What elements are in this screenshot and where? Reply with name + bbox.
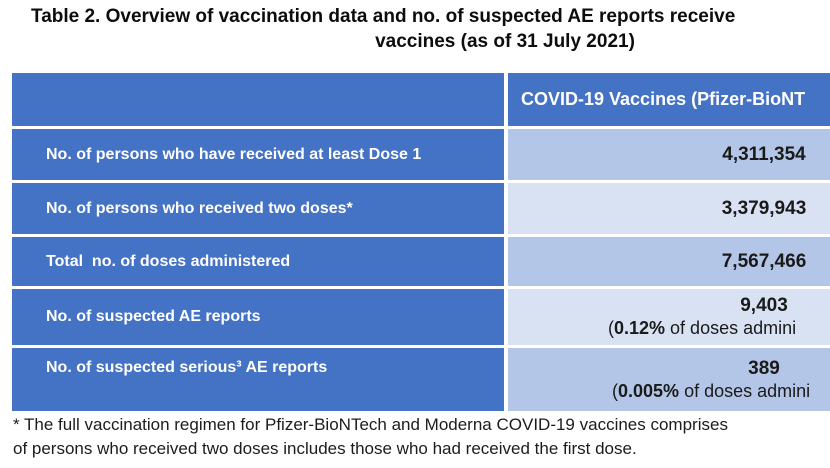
table-row-serious-ae: No. of suspected serious³ AE reports 389…: [12, 348, 830, 411]
row-value: 7,567,466: [721, 250, 807, 272]
row-value: 3,379,943: [721, 197, 807, 219]
vaccination-data-table: COVID-19 Vaccines (Pfizer-BioNT No. of p…: [12, 73, 830, 414]
footnote-line1: * The full vaccination regimen for Pfize…: [13, 415, 728, 434]
table-title-line1: Table 2. Overview of vaccination data an…: [31, 6, 736, 27]
row-value: 4,311,354: [722, 143, 806, 165]
row-label: Total no. of doses administered: [12, 237, 504, 286]
table-row-total-doses: Total no. of doses administered 7,567,46…: [12, 237, 830, 286]
table-row-suspected-ae: No. of suspected AE reports 9,403 (0.12%…: [12, 289, 830, 345]
row-value-detail: (0.005% of doses admini: [612, 380, 811, 401]
row-value: 389: [748, 357, 780, 379]
table-header-row: COVID-19 Vaccines (Pfizer-BioNT: [12, 73, 830, 126]
header-empty-cell: [12, 73, 504, 126]
header-vaccine-column: COVID-19 Vaccines (Pfizer-BioNT: [508, 73, 830, 126]
row-value-cell: 9,403 (0.12% of doses admini: [508, 289, 830, 345]
row-label: No. of persons who have received at leas…: [12, 129, 504, 180]
table-row-dose1: No. of persons who have received at leas…: [12, 129, 830, 180]
row-label: No. of suspected AE reports: [12, 289, 504, 345]
row-value-cell: 7,567,466: [508, 237, 830, 286]
row-label: No. of suspected serious³ AE reports: [12, 348, 504, 411]
row-value-cell: 389 (0.005% of doses admini: [508, 348, 830, 411]
table-footnote: * The full vaccination regimen for Pfize…: [13, 413, 728, 461]
footnote-line2: of persons who received two doses includ…: [13, 439, 637, 458]
row-value: 9,403: [740, 295, 788, 316]
table-row-two-doses: No. of persons who received two doses* 3…: [12, 183, 830, 234]
row-value-cell: 3,379,943: [508, 183, 830, 234]
row-value-cell: 4,311,354: [508, 129, 830, 180]
row-label: No. of persons who received two doses*: [12, 183, 504, 234]
table-title-line2: vaccines (as of 31 July 2021): [375, 31, 635, 52]
row-value-detail: (0.12% of doses admini: [608, 318, 797, 338]
